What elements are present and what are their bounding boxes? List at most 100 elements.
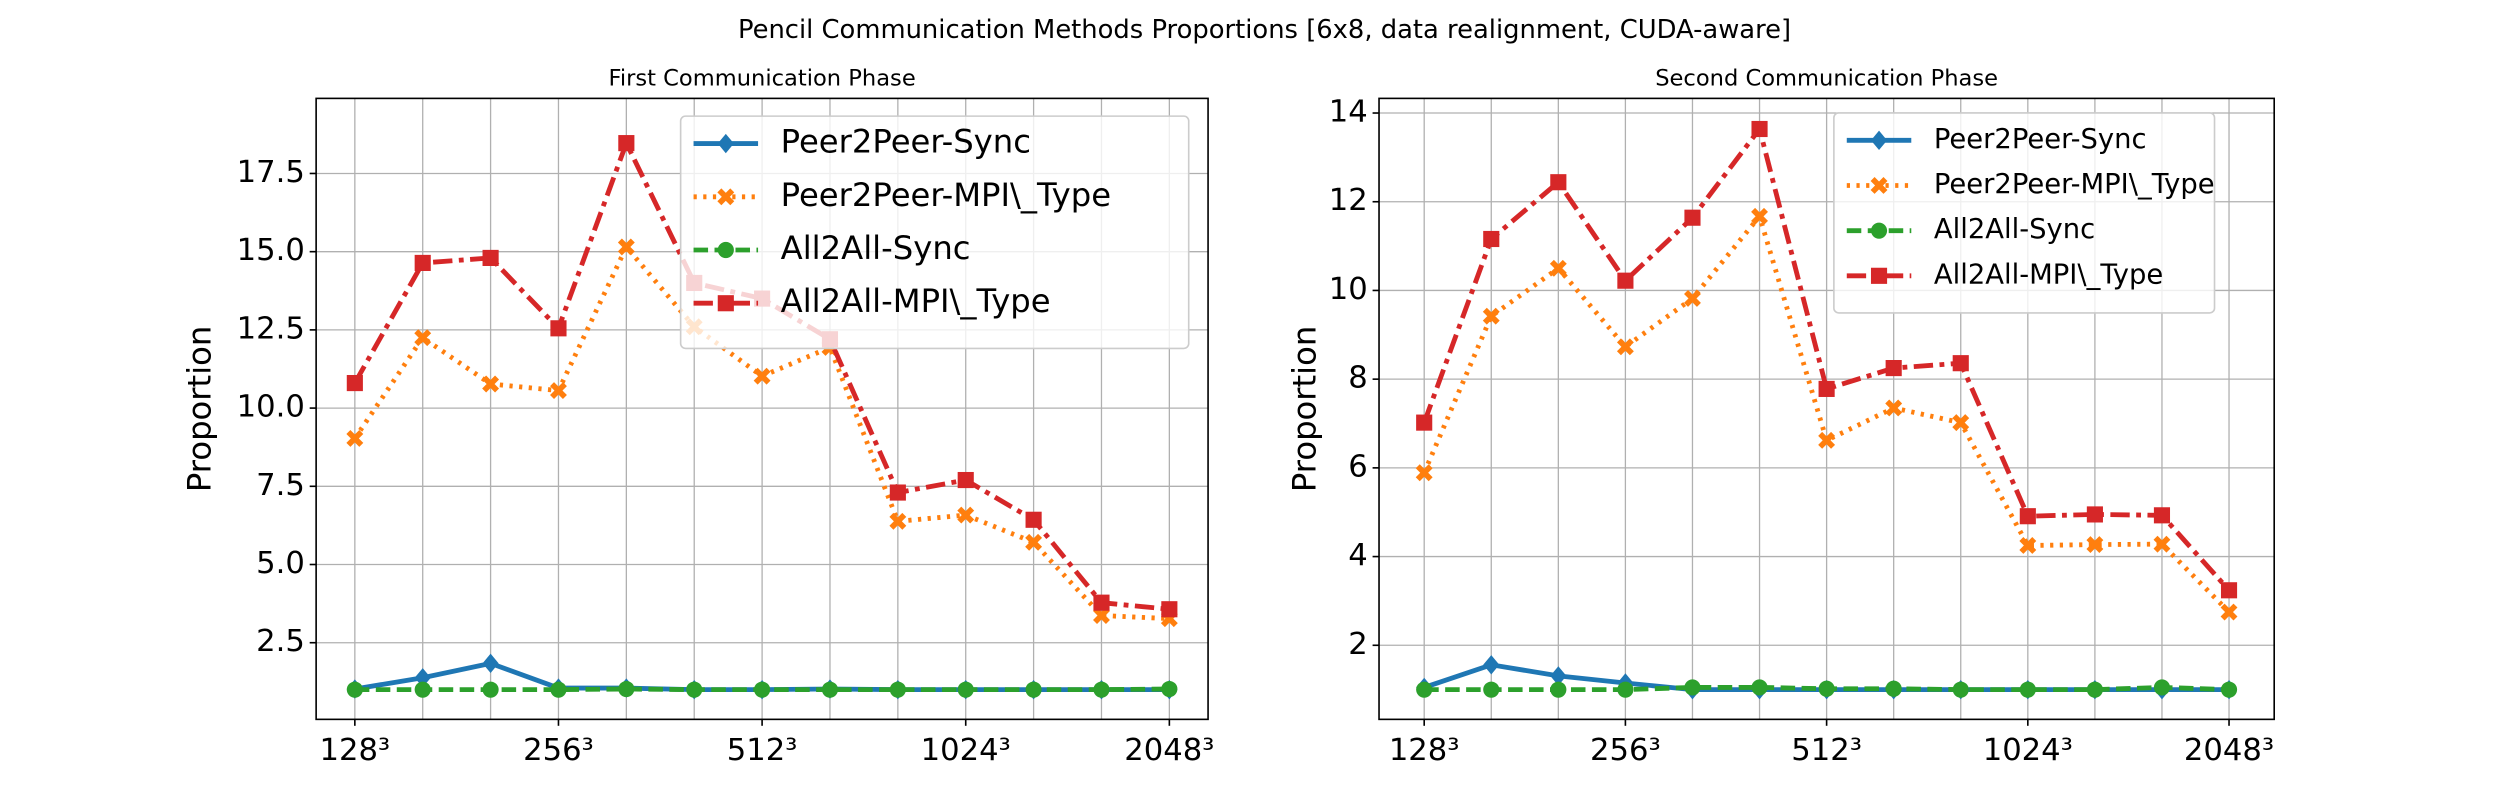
marker bbox=[2086, 506, 2103, 523]
chart-title: First Communication Phase bbox=[608, 66, 915, 92]
marker bbox=[2153, 679, 2171, 696]
marker bbox=[889, 512, 907, 530]
marker bbox=[1751, 120, 1768, 138]
marker bbox=[1870, 130, 1888, 150]
marker bbox=[1483, 681, 1500, 698]
x-tick-label: 256³ bbox=[523, 733, 594, 768]
marker bbox=[1093, 594, 1110, 611]
marker bbox=[482, 249, 499, 266]
marker bbox=[1684, 289, 1701, 307]
y-tick-label: 12.5 bbox=[237, 311, 305, 346]
marker bbox=[1617, 681, 1634, 698]
marker bbox=[550, 382, 567, 400]
marker bbox=[717, 188, 735, 206]
x-tick-label: 1024³ bbox=[1983, 733, 2073, 768]
marker bbox=[2019, 508, 2036, 525]
marker bbox=[1161, 601, 1178, 618]
marker bbox=[821, 681, 839, 698]
marker bbox=[686, 681, 703, 698]
plot-frame bbox=[1378, 97, 2275, 721]
y-tick-label: 7.5 bbox=[256, 468, 305, 503]
marker bbox=[753, 367, 771, 385]
marker bbox=[1952, 355, 1969, 372]
marker bbox=[1482, 307, 1500, 325]
y-tick-label: 10.0 bbox=[237, 390, 305, 425]
marker bbox=[717, 295, 734, 312]
x-tick-label: 128³ bbox=[319, 733, 390, 768]
marker bbox=[482, 681, 499, 698]
legend-label: All2All-MPI\_Type bbox=[1934, 259, 2163, 290]
marker bbox=[1616, 338, 1634, 356]
y-tick-label: 6 bbox=[1348, 449, 1368, 484]
legend-label: All2All-Sync bbox=[781, 229, 971, 267]
legend: Peer2Peer-Sync Peer2Peer-MPI\_Type All2All… bbox=[679, 115, 1190, 350]
marker bbox=[1818, 380, 1835, 397]
marker bbox=[1483, 230, 1500, 248]
legend-label: All2All-MPI\_Type bbox=[781, 282, 1051, 320]
x-tick-label: 128³ bbox=[1389, 733, 1460, 768]
series bbox=[1415, 207, 2238, 621]
y-tick-label: 2 bbox=[1348, 627, 1368, 662]
y-tick-label: 15.0 bbox=[237, 233, 305, 268]
x-tick-label: 1024³ bbox=[921, 733, 1011, 768]
marker bbox=[1952, 681, 1969, 698]
x-tick-label: 256³ bbox=[1590, 733, 1661, 768]
y-tick-label: 5.0 bbox=[256, 546, 305, 581]
y-tick-label: 10 bbox=[1329, 272, 1368, 307]
series bbox=[1416, 679, 2238, 698]
series bbox=[346, 680, 1178, 698]
marker bbox=[957, 506, 975, 524]
marker bbox=[1684, 679, 1701, 696]
marker bbox=[550, 681, 567, 698]
marker bbox=[957, 681, 974, 698]
y-tick-label: 17.5 bbox=[237, 155, 305, 190]
legend-label: Peer2Peer-MPI\_Type bbox=[781, 176, 1111, 214]
marker bbox=[1483, 655, 1500, 675]
marker bbox=[1952, 414, 1970, 432]
marker bbox=[2086, 536, 2104, 554]
marker bbox=[1885, 680, 1902, 697]
marker bbox=[889, 681, 906, 698]
marker bbox=[1885, 360, 1902, 377]
marker bbox=[1161, 680, 1178, 698]
series bbox=[1416, 120, 2238, 599]
x-tick-label: 2048³ bbox=[1124, 733, 1214, 768]
figure-title: Pencil Communication Methods Proportions… bbox=[738, 15, 1791, 45]
marker bbox=[2153, 507, 2171, 524]
marker bbox=[414, 329, 432, 347]
marker bbox=[717, 241, 734, 259]
y-tick-label: 14 bbox=[1329, 95, 1368, 130]
legend-label: All2All-Sync bbox=[1934, 214, 2095, 245]
marker bbox=[1550, 174, 1567, 191]
marker bbox=[1025, 681, 1042, 698]
marker bbox=[618, 135, 635, 152]
marker bbox=[482, 375, 500, 393]
marker bbox=[2220, 681, 2238, 698]
marker bbox=[346, 374, 363, 392]
legend: Peer2Peer-Sync Peer2Peer-MPI\_Type All2All… bbox=[1833, 112, 2216, 314]
marker bbox=[1416, 414, 1433, 431]
y-axis-label: Proportion bbox=[1285, 326, 1323, 492]
marker bbox=[346, 681, 363, 698]
marker bbox=[1870, 222, 1888, 239]
marker bbox=[414, 254, 431, 272]
marker bbox=[482, 653, 499, 674]
legend-label: Peer2Peer-Sync bbox=[781, 123, 1031, 161]
marker bbox=[2019, 681, 2036, 698]
marker bbox=[617, 238, 635, 256]
y-tick-label: 8 bbox=[1348, 361, 1368, 396]
legend-label: Peer2Peer-MPI\_Type bbox=[1934, 169, 2215, 200]
marker bbox=[1025, 511, 1042, 528]
x-tick-label: 2048³ bbox=[2184, 733, 2274, 768]
marker bbox=[1415, 464, 1433, 482]
marker bbox=[2086, 681, 2103, 698]
marker bbox=[889, 484, 906, 501]
marker bbox=[2220, 582, 2238, 599]
legend-label: Peer2Peer-Sync bbox=[1934, 124, 2147, 155]
marker bbox=[1617, 272, 1634, 289]
marker bbox=[1025, 533, 1043, 551]
marker bbox=[1684, 209, 1701, 226]
marker bbox=[1093, 607, 1110, 624]
marker bbox=[346, 429, 364, 447]
